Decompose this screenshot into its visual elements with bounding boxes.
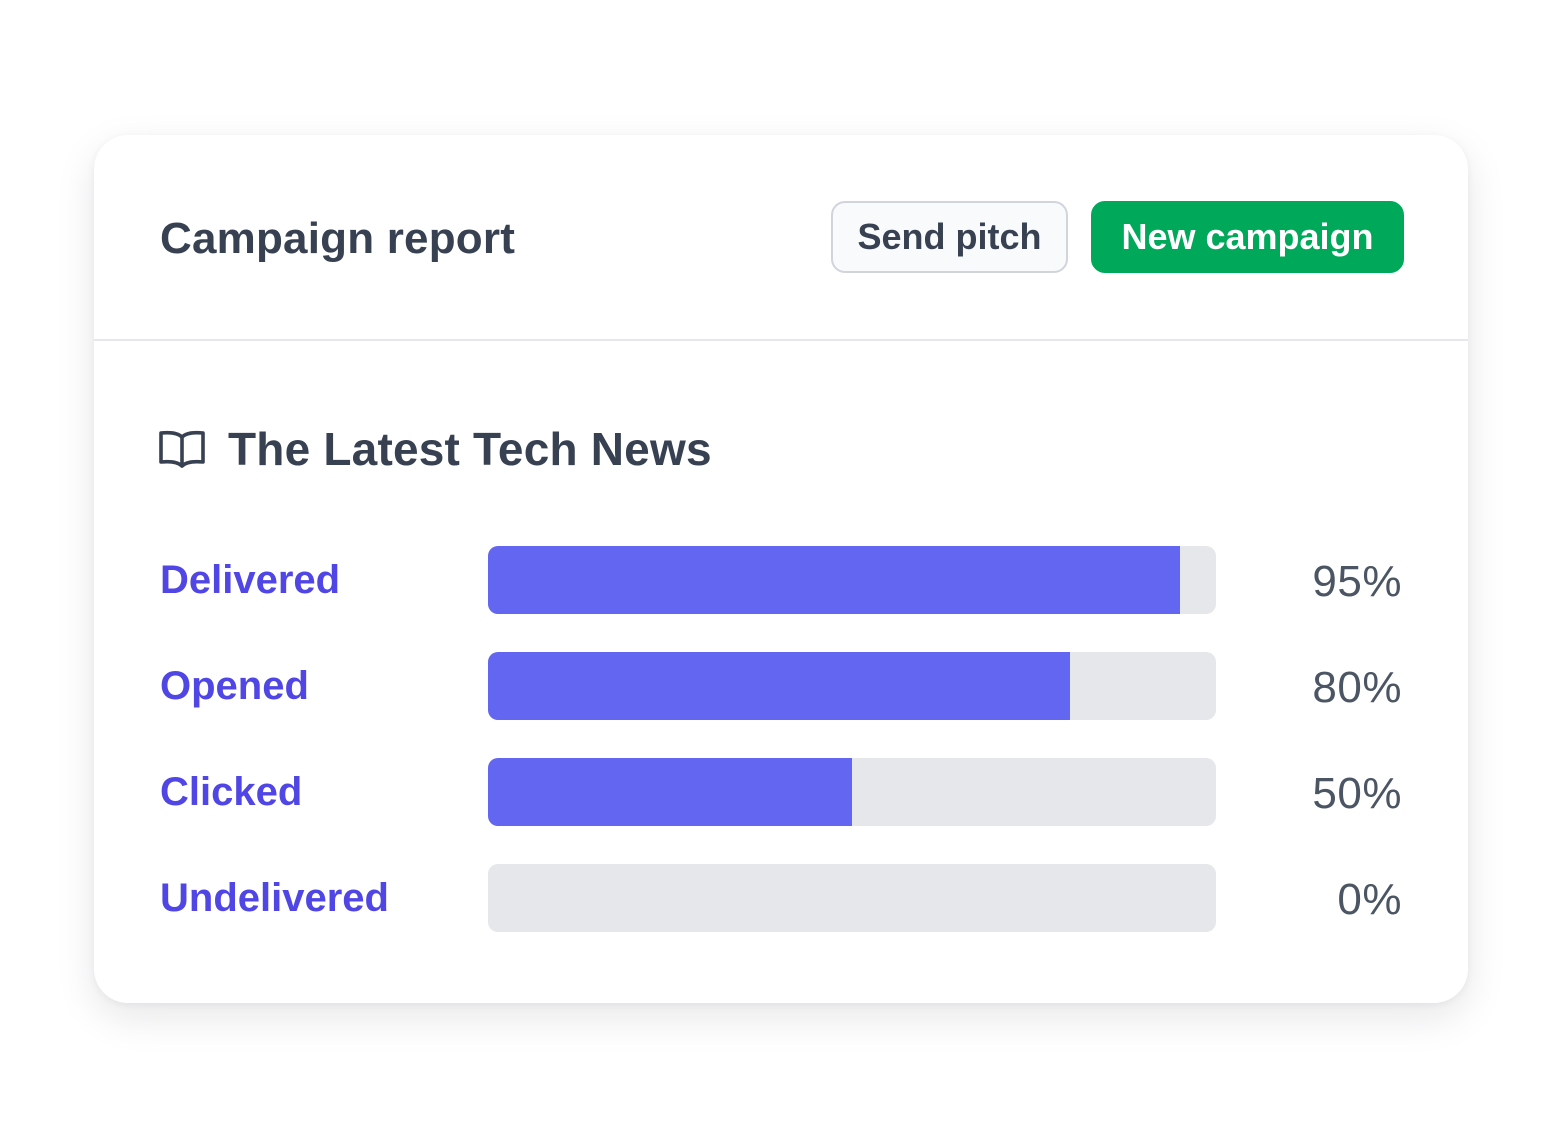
progress-track bbox=[488, 758, 1216, 826]
campaign-report-card: Campaign report Send pitch New campaign … bbox=[94, 135, 1468, 1003]
campaign-heading: The Latest Tech News bbox=[158, 423, 712, 475]
metric-row-opened: Opened 80% bbox=[94, 652, 1468, 720]
metric-value: 95% bbox=[1312, 557, 1402, 606]
metric-label: Opened bbox=[160, 664, 309, 708]
progress-track bbox=[488, 546, 1216, 614]
metric-value: 50% bbox=[1312, 769, 1402, 818]
metric-row-undelivered: Undelivered 0% bbox=[94, 864, 1468, 932]
progress-track bbox=[488, 652, 1216, 720]
campaign-name: The Latest Tech News bbox=[228, 423, 712, 475]
metric-row-clicked: Clicked 50% bbox=[94, 758, 1468, 826]
progress-fill bbox=[488, 758, 852, 826]
metric-value: 80% bbox=[1312, 663, 1402, 712]
card-header: Campaign report Send pitch New campaign bbox=[94, 135, 1468, 341]
progress-fill bbox=[488, 546, 1180, 614]
progress-track bbox=[488, 864, 1216, 932]
metric-label: Undelivered bbox=[160, 876, 389, 920]
page-title: Campaign report bbox=[160, 214, 516, 263]
progress-fill bbox=[488, 652, 1071, 720]
send-pitch-button[interactable]: Send pitch bbox=[831, 201, 1068, 273]
metric-label: Clicked bbox=[160, 770, 303, 814]
book-open-icon bbox=[159, 430, 205, 468]
metric-row-delivered: Delivered 95% bbox=[94, 546, 1468, 614]
metric-value: 0% bbox=[1337, 875, 1402, 924]
new-campaign-button[interactable]: New campaign bbox=[1091, 201, 1404, 273]
metric-label: Delivered bbox=[160, 558, 341, 602]
